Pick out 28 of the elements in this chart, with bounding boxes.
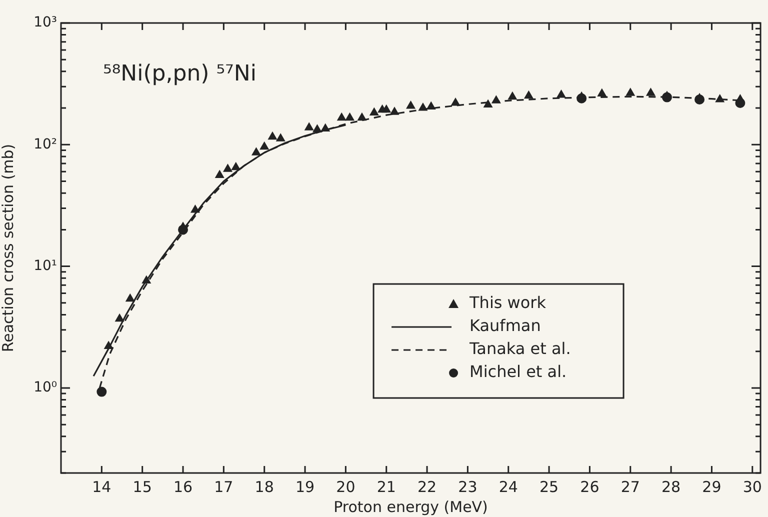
y-tick-label: 10⁰ [34,380,58,396]
x-tick-label: 27 [620,478,640,496]
x-tick-label: 17 [214,478,234,496]
x-tick-label: 20 [336,478,356,496]
legend-label: Tanaka et al. [468,339,571,358]
x-tick-label: 21 [376,478,396,496]
x-tick-label: 30 [742,478,762,496]
x-tick-label: 16 [173,478,193,496]
x-tick-label: 18 [254,478,274,496]
x-axis-title: Proton energy (MeV) [334,498,488,516]
x-tick-label: 14 [92,478,112,496]
legend-label: This work [468,293,547,312]
x-tick-label: 23 [458,478,478,496]
y-tick-label: 10¹ [34,258,57,274]
x-tick-label: 22 [417,478,437,496]
legend-label: Michel et al. [470,362,567,382]
x-tick-label: 28 [662,478,681,496]
annotation: ⁵⁸Ni(p,pn) ⁵⁷Ni [103,62,256,87]
y-tick-label: 10² [34,136,57,152]
x-tick-label: 25 [539,478,559,496]
legend-label: Kaufman [470,316,541,336]
y-axis-title: Reaction cross section (mb) [0,144,17,352]
x-tick-label: 24 [498,478,518,496]
x-tick-label: 29 [702,478,722,496]
x-tick-label: 19 [295,478,315,496]
y-tick-label: 10³ [34,14,57,31]
x-tick-label: 15 [132,478,152,496]
x-tick-label: 26 [580,478,600,496]
